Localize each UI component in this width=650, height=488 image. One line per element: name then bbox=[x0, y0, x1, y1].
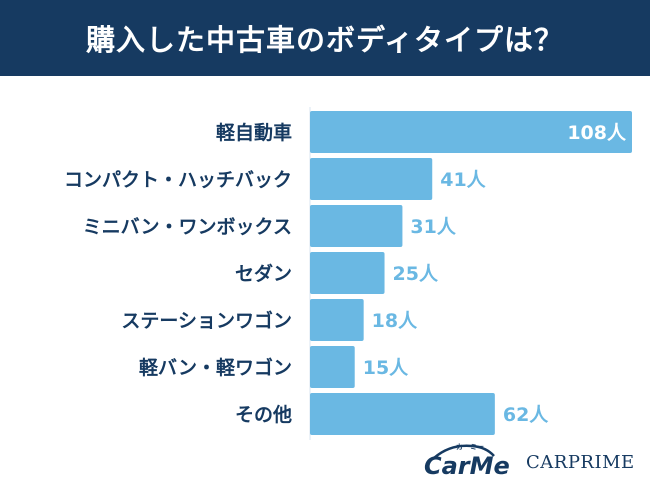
category-label-2: ミニバン・ワンボックス bbox=[83, 216, 292, 238]
value-label-4: 18人 bbox=[372, 310, 418, 332]
category-label-3: セダン bbox=[235, 262, 292, 285]
category-label-1: コンパクト・ハッチバック bbox=[64, 169, 292, 191]
chart-title: 購入した中古車のボディタイプは？ bbox=[86, 23, 564, 57]
bar-4 bbox=[310, 299, 364, 341]
value-label-3: 25人 bbox=[393, 263, 439, 285]
chart-header: 購入した中古車のボディタイプは？ bbox=[0, 0, 650, 76]
carme-kana: カーミー bbox=[456, 443, 484, 451]
carprime-wordmark: CARPRIME bbox=[526, 452, 635, 473]
value-label-6: 62人 bbox=[503, 404, 549, 426]
bar-0 bbox=[310, 111, 632, 153]
value-label-5: 15人 bbox=[363, 357, 409, 379]
carme-wordmark: CarMe bbox=[424, 452, 510, 480]
category-label-4: ステーションワゴン bbox=[121, 309, 292, 332]
category-label-0: 軽自動車 bbox=[216, 121, 292, 144]
bar-3 bbox=[310, 252, 385, 294]
bar-6 bbox=[310, 393, 495, 435]
bar-2 bbox=[310, 205, 403, 247]
logos: カーミー CarMe CARPRIME bbox=[420, 440, 640, 484]
value-label-1: 41人 bbox=[440, 169, 486, 191]
bar-5 bbox=[310, 346, 355, 388]
value-label-2: 31人 bbox=[410, 216, 456, 238]
carme-logo: カーミー CarMe bbox=[420, 440, 520, 484]
carme-car-icon bbox=[433, 444, 495, 459]
bar-1 bbox=[310, 158, 433, 200]
category-label-6: その他 bbox=[235, 403, 292, 426]
category-label-5: 軽バン・軽ワゴン bbox=[139, 356, 292, 379]
value-label-0: 108人 bbox=[567, 122, 627, 144]
